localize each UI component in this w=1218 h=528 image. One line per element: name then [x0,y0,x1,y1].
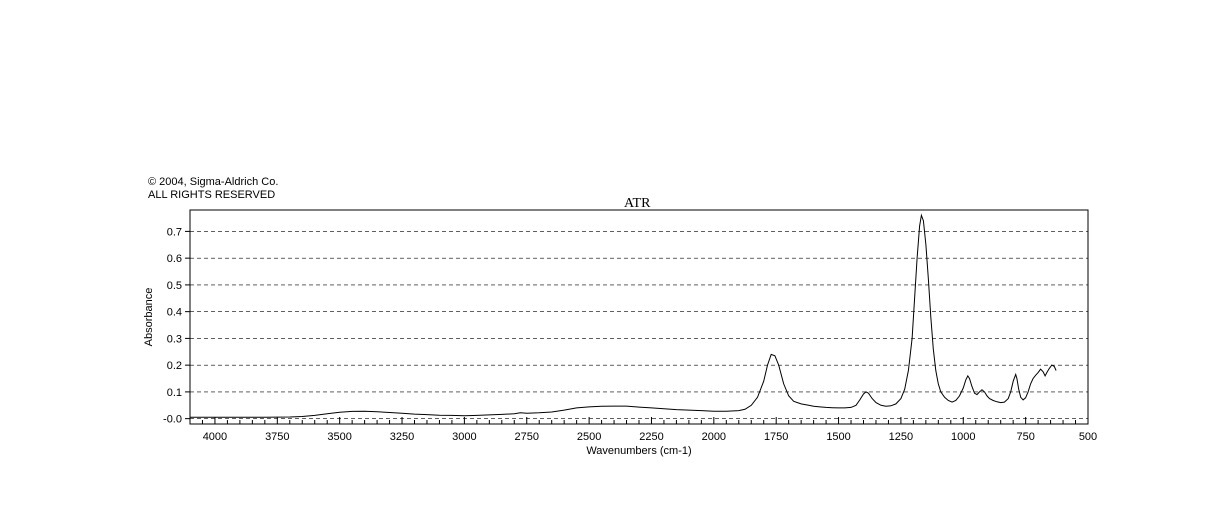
x-tick-label: 2750 [515,431,539,443]
x-tick-label: 1500 [826,431,850,443]
y-tick-label: 0.2 [167,360,182,372]
y-tick-label: 0.5 [167,280,182,292]
x-tick-label: 3750 [265,431,289,443]
x-tick-label: 3250 [390,431,414,443]
y-axis-label: Absorbance [143,288,155,347]
x-tick-label: 3000 [452,431,476,443]
x-tick-label: 500 [1079,431,1097,443]
x-tick-label: 4000 [203,431,227,443]
y-tick-label: 0.4 [167,307,182,319]
x-tick-label: 3500 [327,431,351,443]
x-tick-label: 2500 [577,431,601,443]
y-tick-label: 0.1 [167,387,182,399]
x-tick-label: 1250 [889,431,913,443]
y-tick-label: 0.7 [167,226,182,238]
y-tick-label: 0.6 [167,253,182,265]
spectrum-line [190,215,1056,417]
x-tick-label: 1750 [764,431,788,443]
x-tick-label: 750 [1016,431,1034,443]
x-tick-label: 2000 [702,431,726,443]
x-tick-label: 1000 [951,431,975,443]
x-tick-label: 2250 [639,431,663,443]
x-axis-label: Wavenumbers (cm-1) [586,445,691,457]
spectrum-chart: -0.0 0.1 0.2 0.3 0.4 0.5 0.6 0.7 Absorbance 4000 3… [0,0,1218,528]
y-tick-label: -0.0 [163,414,182,426]
y-tick-label: 0.3 [167,333,182,345]
